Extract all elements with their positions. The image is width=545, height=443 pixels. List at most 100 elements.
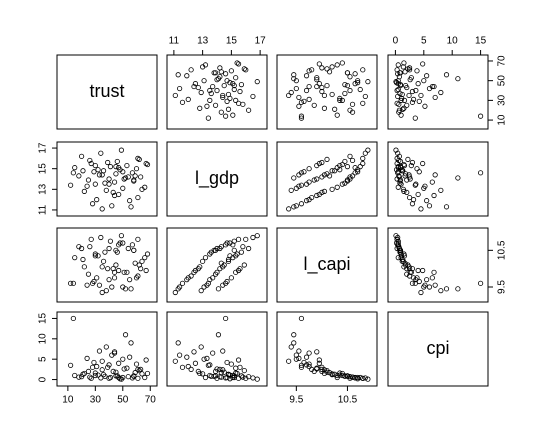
point <box>347 153 353 159</box>
point <box>198 89 204 96</box>
point <box>235 236 242 242</box>
point <box>254 376 260 382</box>
point <box>254 79 260 85</box>
point <box>324 82 330 89</box>
point <box>233 365 239 371</box>
point <box>288 89 294 96</box>
point <box>409 159 416 166</box>
point <box>70 170 76 176</box>
y-tick-label: 15 <box>38 312 49 324</box>
point <box>352 71 358 77</box>
point <box>105 159 111 166</box>
point <box>293 203 299 209</box>
point <box>224 98 230 104</box>
point <box>195 266 201 272</box>
point <box>217 366 223 372</box>
point <box>438 89 444 96</box>
point <box>84 355 90 361</box>
point <box>291 175 297 181</box>
point <box>133 361 140 367</box>
point <box>177 352 183 358</box>
point <box>92 370 98 376</box>
point <box>298 315 305 322</box>
point <box>431 269 437 275</box>
point <box>78 245 85 252</box>
point <box>87 374 93 380</box>
point <box>314 75 320 81</box>
point <box>99 206 105 212</box>
point <box>128 286 134 292</box>
point <box>414 166 420 172</box>
point <box>394 155 400 161</box>
point <box>355 374 361 381</box>
variable-label: cpi <box>426 338 449 358</box>
point <box>120 374 126 381</box>
point <box>298 364 305 370</box>
point <box>122 286 129 292</box>
point <box>89 201 96 207</box>
point <box>142 374 148 381</box>
point <box>205 115 211 121</box>
point <box>185 363 191 370</box>
point <box>429 83 435 90</box>
point <box>443 204 450 210</box>
point <box>443 72 450 78</box>
point <box>128 204 134 210</box>
point <box>220 94 226 101</box>
point <box>214 87 220 94</box>
point <box>404 189 410 196</box>
point <box>339 60 345 66</box>
point <box>306 361 312 367</box>
point <box>477 280 484 286</box>
point <box>68 182 74 188</box>
point <box>334 112 340 118</box>
point <box>395 62 401 68</box>
point <box>399 253 405 259</box>
point <box>360 160 366 167</box>
point <box>410 197 417 203</box>
point <box>106 362 112 368</box>
point <box>243 375 249 381</box>
point <box>144 251 151 257</box>
point <box>432 172 438 178</box>
point <box>118 233 125 239</box>
panel-frame <box>276 227 378 303</box>
point <box>288 344 294 350</box>
point <box>400 106 406 112</box>
point <box>293 356 299 362</box>
point <box>143 267 149 274</box>
point <box>91 359 97 366</box>
point <box>409 201 416 207</box>
panel-frame <box>166 141 268 217</box>
point <box>85 177 92 183</box>
point <box>298 201 305 207</box>
point <box>91 169 97 175</box>
point <box>80 168 86 174</box>
point <box>250 234 256 241</box>
point <box>230 81 236 87</box>
point <box>326 69 333 75</box>
point <box>227 95 233 102</box>
point <box>329 168 335 174</box>
point <box>136 262 142 268</box>
point <box>207 87 213 94</box>
point <box>88 160 94 167</box>
point <box>406 92 412 99</box>
point <box>131 373 137 379</box>
x-tick-label: 30 <box>90 395 102 406</box>
point <box>438 288 444 294</box>
point <box>217 74 223 80</box>
point <box>319 189 325 196</box>
point <box>228 275 234 281</box>
point <box>99 358 105 364</box>
point <box>321 92 328 99</box>
y-tick-label: 11 <box>38 204 49 215</box>
point <box>211 70 217 76</box>
point <box>139 258 145 264</box>
point <box>175 340 181 346</box>
point <box>407 77 413 83</box>
point <box>121 176 127 182</box>
point <box>306 83 312 90</box>
point <box>110 368 116 375</box>
